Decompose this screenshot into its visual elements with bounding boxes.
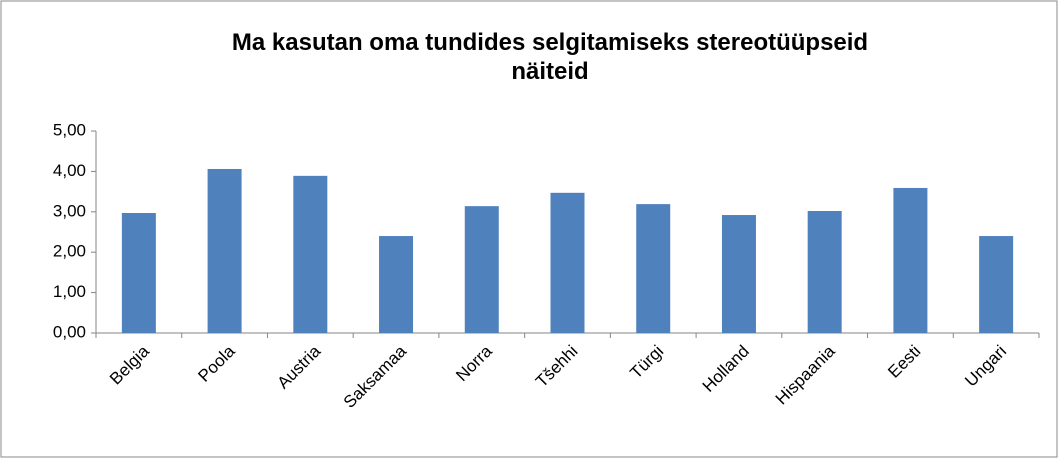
y-tick-label: 5,00: [53, 120, 86, 139]
y-tick-label: 1,00: [53, 282, 86, 301]
bar: [979, 236, 1014, 333]
bar: [207, 168, 242, 333]
y-tick-label: 0,00: [53, 322, 86, 341]
y-tick-label: 3,00: [53, 201, 86, 220]
y-tick-label: 2,00: [53, 242, 86, 261]
y-tick-label: 4,00: [53, 161, 86, 180]
bar: [293, 175, 328, 333]
bar: [721, 215, 756, 333]
bar: [464, 206, 499, 333]
chart-title: Ma kasutan oma tundides selgitamiseks st…: [231, 29, 869, 85]
bar: [379, 236, 414, 333]
bar: [121, 213, 156, 333]
bar: [807, 210, 842, 333]
bar: [893, 187, 928, 333]
bar: [636, 204, 671, 333]
bar: [550, 192, 585, 333]
